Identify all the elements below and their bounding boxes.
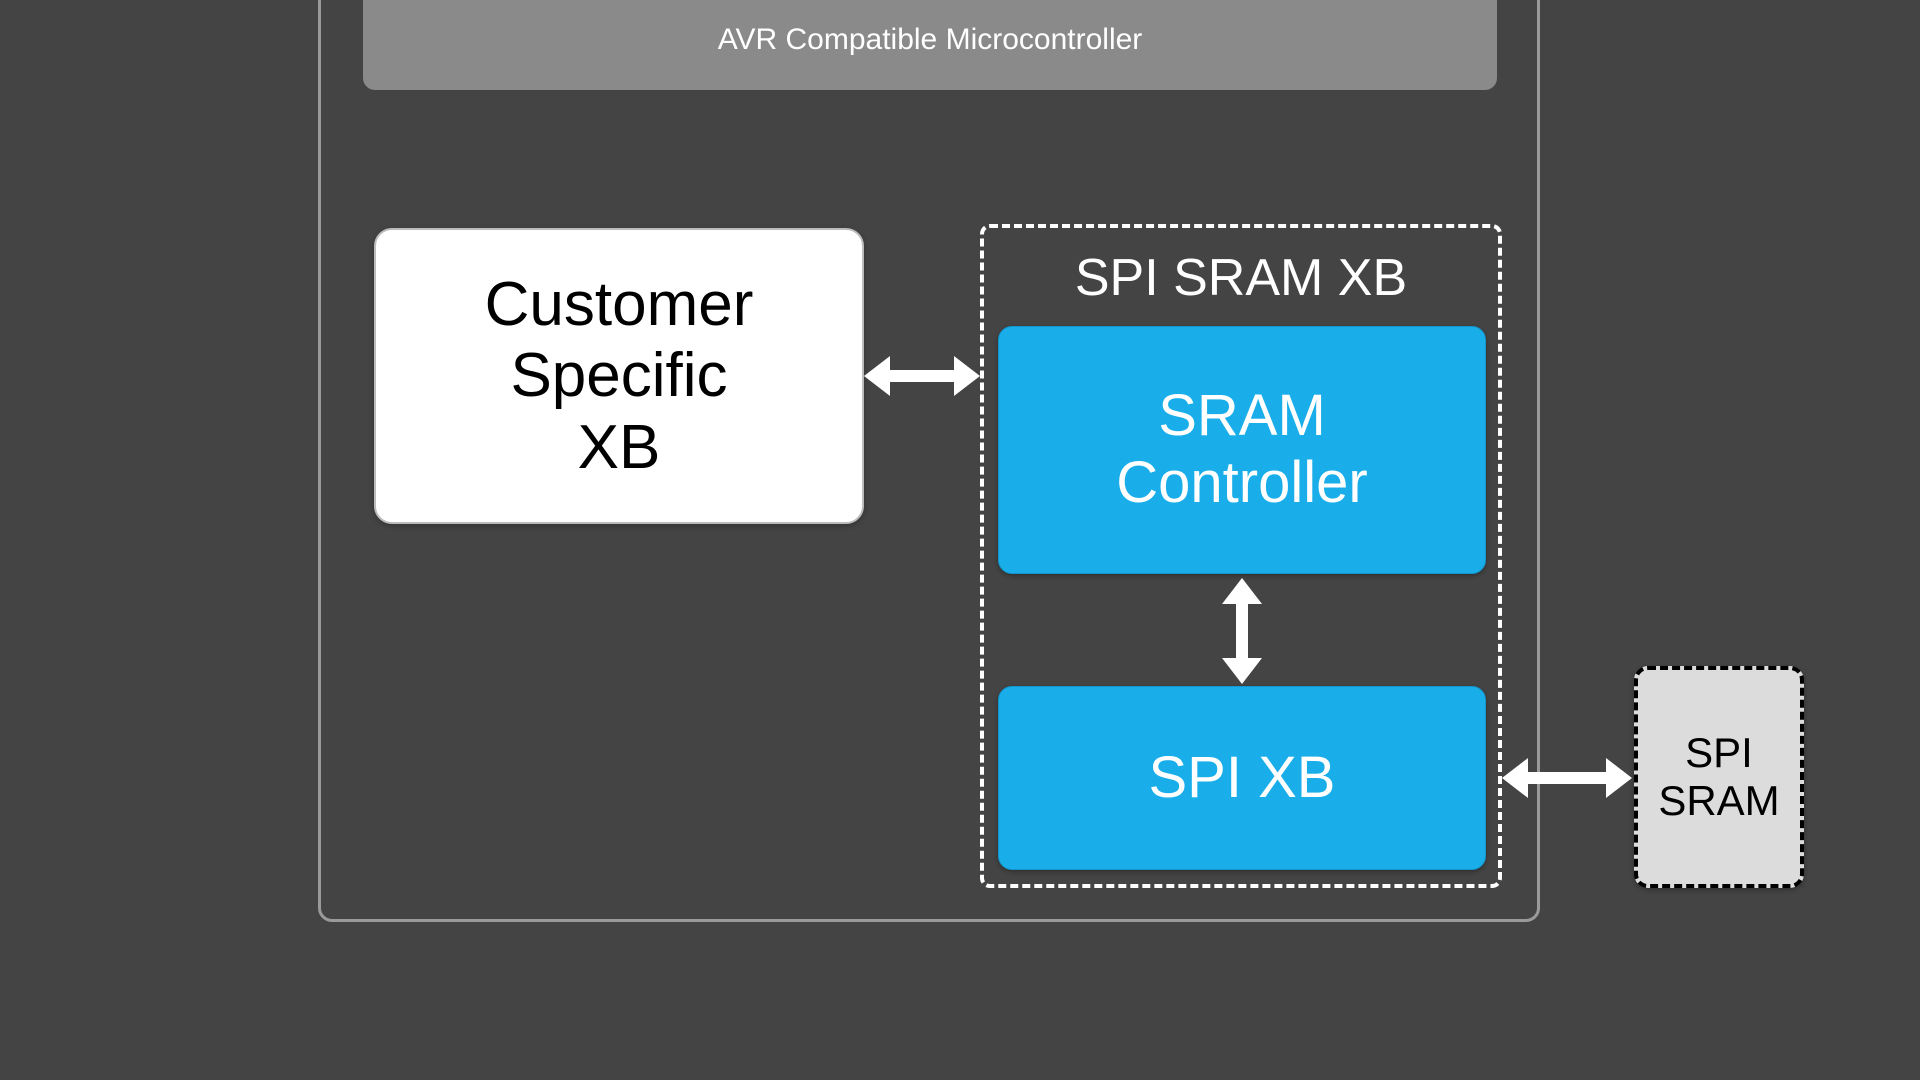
spi-sram-xb-title: SPI SRAM XB — [980, 240, 1502, 318]
spi-sram-xb-title-text: SPI SRAM XB — [1075, 249, 1407, 309]
spi-xb-label: SPI XB — [1149, 745, 1336, 812]
avr-microcontroller-bar: AVR Compatible Microcontroller — [363, 0, 1497, 90]
spi-xb-box: SPI XB — [998, 686, 1486, 870]
sram-controller-line2: Controller — [1116, 450, 1367, 517]
arrow-customer-to-group — [864, 356, 980, 396]
customer-box-line2: Specific — [510, 340, 727, 411]
customer-box-line1: Customer — [485, 269, 754, 340]
sram-controller-box: SRAM Controller — [998, 326, 1486, 574]
arrow-sram-to-spi — [1222, 578, 1262, 684]
arrow-group-to-ext — [1502, 758, 1632, 798]
spi-sram-ext-line1: SPI — [1685, 729, 1753, 777]
customer-specific-xb-box: Customer Specific XB — [374, 228, 864, 524]
diagram-canvas: AVR Compatible Microcontroller Customer … — [0, 0, 1920, 1080]
customer-box-line3: XB — [578, 412, 661, 483]
spi-sram-external-box: SPI SRAM — [1634, 666, 1804, 888]
avr-bar-label: AVR Compatible Microcontroller — [718, 23, 1143, 58]
sram-controller-line1: SRAM — [1158, 383, 1326, 450]
spi-sram-ext-line2: SRAM — [1658, 777, 1779, 825]
